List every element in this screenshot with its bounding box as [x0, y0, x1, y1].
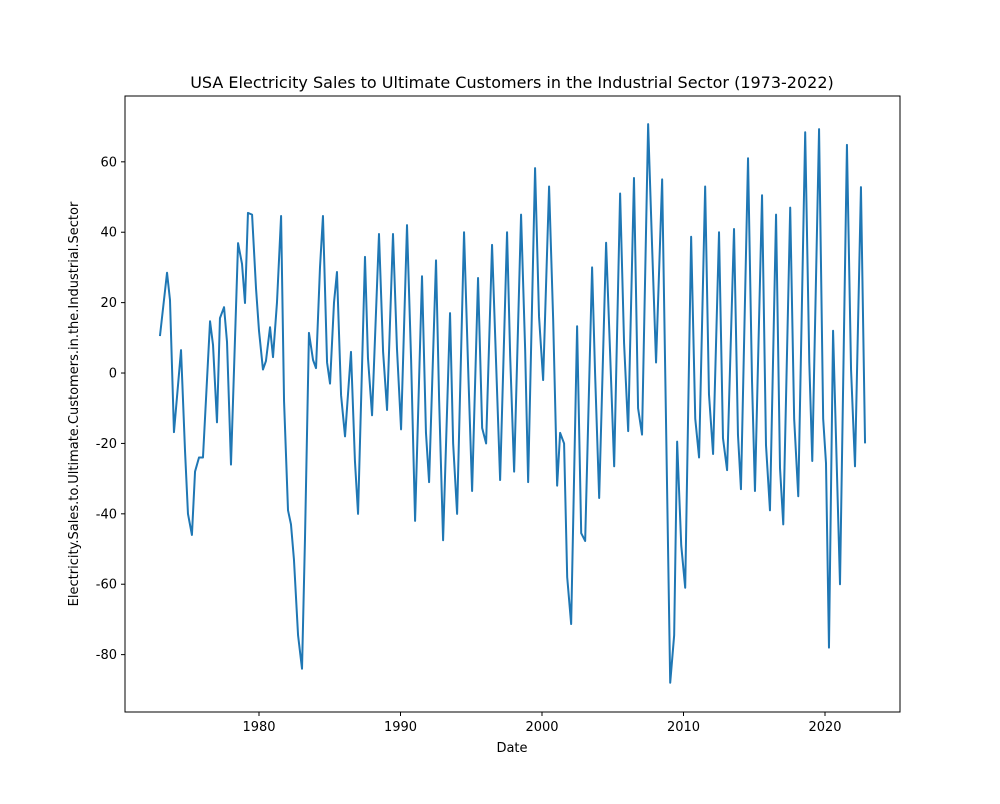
y-tick-label: -40 — [96, 507, 117, 522]
x-tick-label: 2000 — [525, 720, 558, 735]
x-axis-label: Date — [496, 741, 527, 756]
chart-title: USA Electricity Sales to Ultimate Custom… — [190, 73, 834, 92]
y-tick-label: 20 — [100, 296, 117, 311]
y-tick-label: -60 — [96, 578, 117, 593]
y-tick-label: 0 — [109, 367, 117, 382]
data-line — [158, 123, 867, 684]
y-tick-label: 60 — [100, 155, 117, 170]
plot-frame — [124, 95, 901, 713]
x-tick-label: 2020 — [808, 720, 841, 735]
y-tick-label: 40 — [100, 226, 117, 241]
x-tick-label: 2010 — [667, 720, 700, 735]
x-tick-label: 1990 — [384, 720, 417, 735]
x-tick-label: 1980 — [242, 720, 275, 735]
y-axis-label: Electricity.Sales.to.Ultimate.Customers.… — [67, 201, 82, 606]
y-tick-label: -20 — [96, 437, 117, 452]
y-tick-label: -80 — [96, 648, 117, 663]
